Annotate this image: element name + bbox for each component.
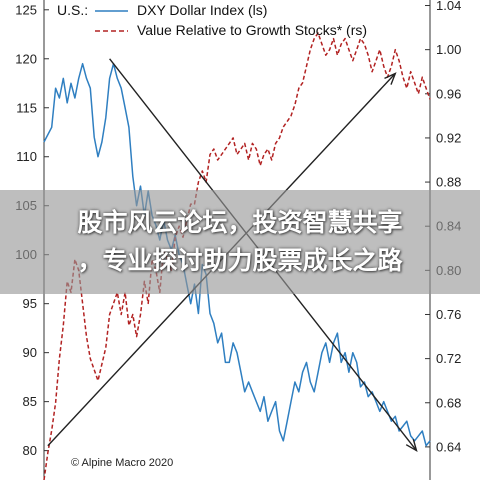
legend-label-dxy: DXY Dollar Index (ls) (137, 2, 267, 18)
left-axis-legend-label: U.S.: (57, 2, 88, 18)
trend-arrowhead-1 (384, 72, 397, 85)
series-line-value-growth (43, 32, 431, 480)
right-tick-label: 1.04 (436, 0, 461, 13)
right-tick-label: 0.96 (436, 86, 461, 101)
legend-label-value-growth: Value Relative to Growth Stocks* (rs) (137, 22, 367, 38)
series-line-dxy (43, 62, 431, 447)
trend-arrowhead-2 (405, 439, 418, 453)
legend: U.S.: DXY Dollar Index (ls) Value Relati… (57, 2, 367, 38)
right-tick-label: 0.92 (436, 130, 461, 145)
right-tick-label: 0.64 (436, 439, 461, 454)
right-tick-label: 1.00 (436, 42, 461, 57)
series-layer (43, 32, 431, 480)
overlay-text-line-2: ，专业探讨助力股票成长之路 (77, 246, 403, 275)
right-tick-label: 0.88 (436, 175, 461, 190)
left-tick-label: 110 (16, 149, 37, 164)
chart-credit: © Alpine Macro 2020 (71, 457, 173, 469)
right-tick-label: 0.72 (436, 351, 461, 366)
left-tick-label: 95 (23, 296, 37, 311)
overlay-banner: 股市风云论坛，投资智慧共享 ，专业探讨助力股票成长之路 (0, 190, 480, 294)
left-tick-label: 115 (16, 100, 37, 115)
left-tick-label: 90 (23, 345, 37, 360)
left-tick-label: 85 (23, 394, 37, 409)
left-tick-label: 125 (15, 2, 37, 17)
left-tick-label: 120 (15, 51, 37, 66)
right-tick-label: 0.68 (436, 395, 461, 410)
overlay-text-line-1: 股市风云论坛，投资智慧共享 (77, 208, 403, 237)
left-tick-label: 80 (23, 443, 37, 458)
right-tick-label: 0.76 (436, 307, 461, 322)
